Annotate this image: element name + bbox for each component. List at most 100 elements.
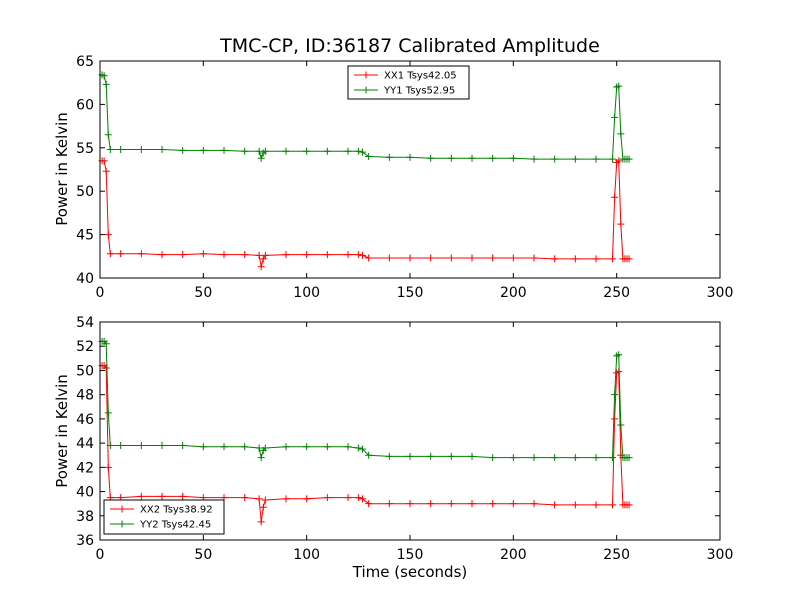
top-y-tick-label: 40 bbox=[76, 271, 94, 287]
top-series-2-marker bbox=[257, 154, 265, 162]
bottom-series-2-marker bbox=[102, 340, 110, 348]
top-series-2-marker bbox=[609, 155, 617, 163]
bottom-y-tick-label: 46 bbox=[76, 412, 94, 428]
top-series-1-marker bbox=[282, 251, 290, 259]
top-series-1-marker bbox=[447, 254, 455, 262]
bottom-series-2-marker bbox=[615, 351, 623, 359]
top-plot: Power in Kelvin 0 50 100 150 200 250 300 40 45 50… bbox=[53, 54, 733, 301]
top-series-2-marker bbox=[611, 113, 619, 121]
top-series-2-marker bbox=[571, 155, 579, 163]
top-series-1-marker bbox=[137, 250, 145, 258]
top-series-1-marker bbox=[179, 251, 187, 259]
top-x-tick-label: 300 bbox=[707, 285, 734, 301]
top-series-2-marker bbox=[199, 146, 207, 154]
bottom-series-1-marker bbox=[158, 492, 166, 500]
top-series-2-marker bbox=[344, 147, 352, 155]
bottom-x-tick-label: 100 bbox=[293, 547, 320, 563]
bottom-series-2-marker bbox=[117, 442, 125, 450]
bottom-series-2-marker bbox=[468, 452, 476, 460]
bottom-series-1-marker bbox=[257, 518, 265, 526]
top-series-1-marker bbox=[509, 254, 517, 262]
bottom-series-1-marker bbox=[406, 500, 414, 508]
bottom-series-1-marker bbox=[259, 503, 267, 511]
top-series-2-marker bbox=[447, 154, 455, 162]
bottom-series-1-marker bbox=[468, 500, 476, 508]
top-x-tick-label: 250 bbox=[603, 285, 630, 301]
bottom-series-2-marker bbox=[257, 454, 265, 462]
bottom-series-2-marker bbox=[530, 454, 538, 462]
top-x-tick-label: 0 bbox=[96, 285, 105, 301]
top-series-1-marker bbox=[199, 250, 207, 258]
top-y-tick-label: 50 bbox=[76, 184, 94, 200]
bottom-series-1-marker bbox=[344, 494, 352, 502]
bottom-series-2-marker bbox=[104, 409, 112, 417]
bottom-legend-marker-2 bbox=[118, 520, 126, 528]
top-series-2-marker bbox=[489, 154, 497, 162]
bottom-y-tick-label: 52 bbox=[76, 339, 94, 355]
bottom-y-tick-label: 50 bbox=[76, 363, 94, 379]
bottom-series-2-marker bbox=[261, 444, 269, 452]
bottom-series-1-marker bbox=[102, 364, 110, 372]
top-series-2-marker bbox=[615, 82, 623, 90]
top-series-2-marker bbox=[303, 147, 311, 155]
bottom-x-tick-label: 0 bbox=[96, 547, 105, 563]
top-series-2-marker bbox=[255, 147, 263, 155]
bottom-y-tick-label: 54 bbox=[76, 315, 94, 331]
bottom-series-1-marker bbox=[385, 500, 393, 508]
bottom-series-2-marker bbox=[179, 442, 187, 450]
bottom-series-1-marker bbox=[447, 500, 455, 508]
bottom-legend-box bbox=[103, 499, 225, 535]
top-series-2-marker bbox=[354, 147, 362, 155]
bottom-series-2-marker bbox=[106, 442, 114, 450]
bottom-series-2-marker bbox=[344, 443, 352, 451]
top-y-tick-label: 45 bbox=[76, 228, 94, 244]
bottom-series-2-marker bbox=[358, 445, 366, 453]
top-series-2-marker bbox=[282, 147, 290, 155]
bottom-series-1-marker bbox=[354, 494, 362, 502]
top-series-1-marker bbox=[158, 251, 166, 259]
top-series-2-marker bbox=[592, 155, 600, 163]
top-series-1-marker bbox=[104, 231, 112, 239]
bottom-series-1-marker bbox=[625, 501, 633, 509]
top-y-tick-label: 65 bbox=[76, 54, 94, 70]
top-series-1-marker bbox=[406, 254, 414, 262]
top-series-1-marker bbox=[625, 255, 633, 263]
top-series-1-marker bbox=[323, 251, 331, 259]
top-series-1-marker bbox=[358, 251, 366, 259]
top-series-1-marker bbox=[489, 254, 497, 262]
bottom-series-1-marker bbox=[509, 500, 517, 508]
top-series-1-marker bbox=[100, 157, 108, 165]
top-series-1-marker bbox=[106, 250, 114, 258]
bottom-series-2-marker bbox=[551, 454, 559, 462]
top-series-1-marker bbox=[102, 167, 110, 175]
bottom-y-tick-label: 38 bbox=[76, 509, 94, 525]
bottom-x-tick-label: 150 bbox=[397, 547, 424, 563]
bottom-series-2-marker bbox=[609, 454, 617, 462]
bottom-series-2-marker bbox=[199, 443, 207, 451]
top-legend-label-1: XX1 Tsys42.05 bbox=[384, 71, 457, 82]
bottom-legend-label-1: XX2 Tsys38.92 bbox=[140, 505, 213, 516]
top-series-2-marker bbox=[468, 154, 476, 162]
top-legend-box bbox=[347, 65, 470, 100]
top-x-tick-label: 50 bbox=[194, 285, 212, 301]
top-series-2-marker bbox=[530, 155, 538, 163]
bottom-series-2-marker bbox=[509, 454, 517, 462]
bottom-series-1-marker bbox=[241, 494, 249, 502]
bottom-series-1-marker bbox=[611, 415, 619, 423]
top-series-2-marker bbox=[100, 72, 108, 80]
top-series-2-marker bbox=[137, 146, 145, 154]
bottom-series-1-marker bbox=[365, 500, 373, 508]
top-series-1-marker bbox=[609, 255, 617, 263]
top-series-2-marker bbox=[102, 80, 110, 88]
top-series-2-marker bbox=[427, 154, 435, 162]
top-series-1-marker bbox=[385, 254, 393, 262]
top-series-2-marker bbox=[625, 155, 633, 163]
bottom-y-tick-label: 48 bbox=[76, 388, 94, 404]
bottom-plot: Power in Kelvin Time (seconds) 0 50 100 150… bbox=[53, 315, 733, 581]
bottom-series-1-marker bbox=[303, 495, 311, 503]
bottom-series-2-marker bbox=[489, 454, 497, 462]
bottom-series-2-marker bbox=[365, 451, 373, 459]
bottom-series-1-marker bbox=[261, 496, 269, 504]
bottom-x-tick-label: 300 bbox=[707, 547, 734, 563]
